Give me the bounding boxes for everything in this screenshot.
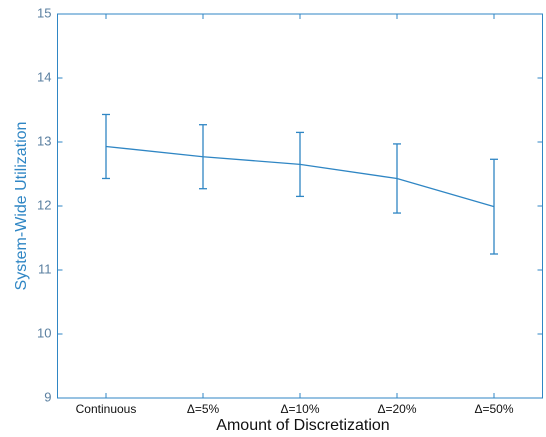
x-tick-label: Δ=20% [377,402,416,416]
y-tick-label: 9 [44,389,51,404]
x-tick-label: Δ=10% [280,402,319,416]
y-tick-label: 10 [37,325,51,340]
x-tick-label: Continuous [76,402,137,416]
error-bar [102,113,110,180]
error-bar [199,124,207,190]
x-tick-label: Δ=50% [474,402,513,416]
x-axis-label: Amount of Discretization [216,417,389,434]
error-bar [393,143,401,214]
y-tick-label: 11 [38,261,52,276]
plot-frame [57,13,543,399]
x-tick-label: Δ=5% [187,402,220,416]
y-axis-label: System-Wide Utilization [13,122,30,291]
y-tick-label: 12 [37,197,51,212]
y-tick-label: 14 [37,69,51,84]
y-tick-label: 15 [37,5,51,20]
y-tick-label: 13 [37,133,51,148]
error-bar [490,158,498,255]
error-bar [296,131,304,198]
